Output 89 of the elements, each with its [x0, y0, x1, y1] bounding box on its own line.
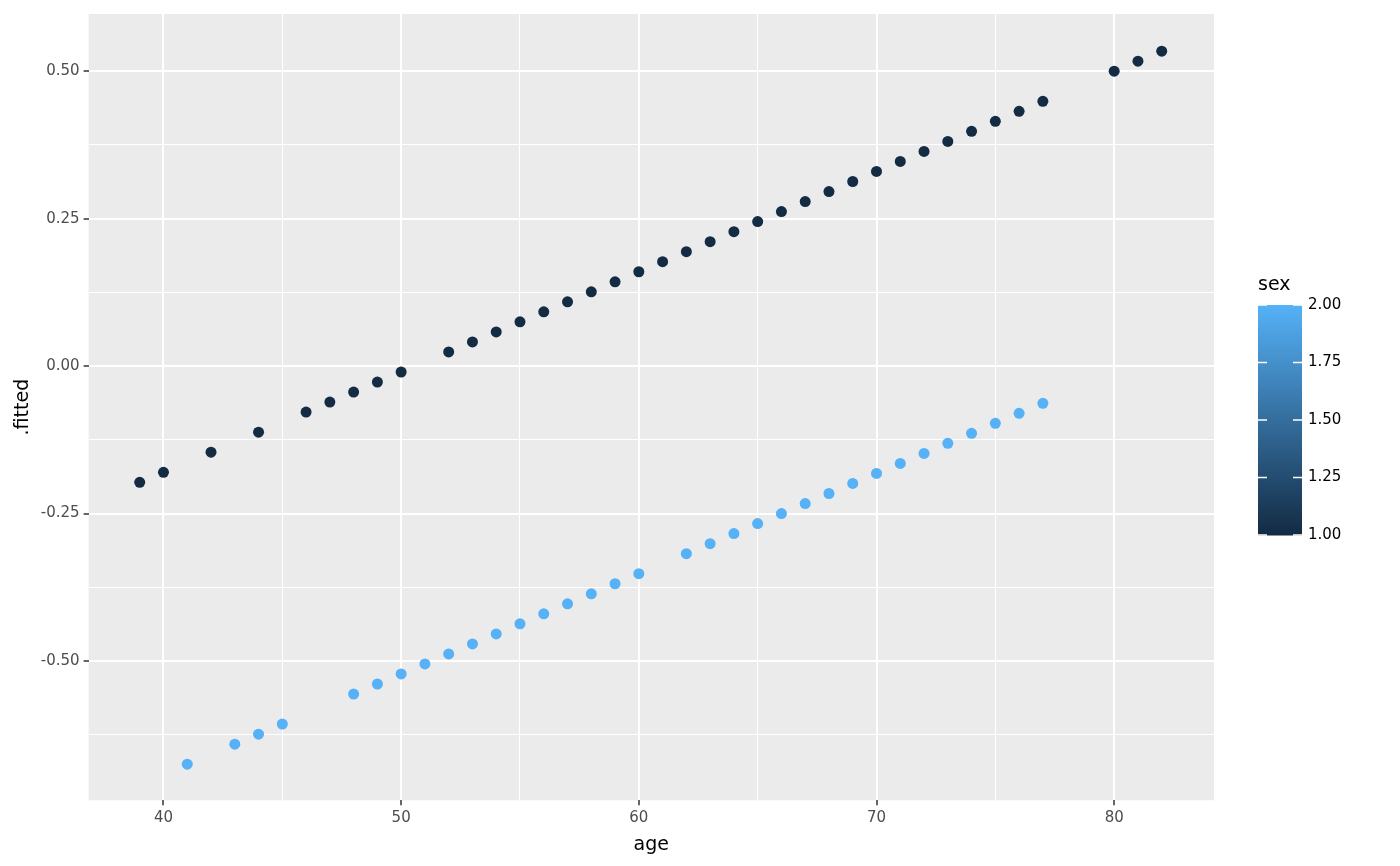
point — [395, 366, 407, 378]
point — [966, 427, 978, 439]
y-tick-label: 0.50 — [46, 61, 80, 80]
point — [1013, 407, 1025, 419]
color-bar-label: 1.50 — [1308, 409, 1342, 428]
color-bar-label: 1.00 — [1308, 524, 1342, 543]
point — [585, 286, 597, 298]
point — [229, 738, 241, 750]
point — [443, 648, 455, 660]
point — [871, 467, 882, 479]
point — [443, 346, 455, 358]
point — [205, 446, 217, 458]
point — [871, 165, 882, 177]
point — [680, 548, 692, 560]
point — [918, 447, 930, 459]
point — [585, 588, 597, 600]
point — [300, 406, 312, 418]
point — [466, 336, 478, 348]
y-tick-label: 0.00 — [46, 356, 80, 374]
point — [847, 477, 859, 489]
point — [538, 608, 550, 620]
point — [918, 145, 930, 157]
point — [894, 457, 906, 469]
point — [253, 426, 265, 438]
point — [942, 135, 954, 147]
color-bar-title: sex — [1258, 272, 1291, 294]
point — [134, 476, 146, 488]
y-axis-title: .fitted — [10, 378, 33, 436]
point — [1013, 105, 1025, 117]
point — [276, 718, 288, 730]
point — [181, 758, 193, 770]
x-axis-title: age — [633, 831, 670, 854]
point — [395, 668, 407, 680]
point — [799, 498, 811, 510]
x-tick-label: 80 — [1104, 808, 1124, 827]
point — [490, 326, 502, 338]
point — [728, 226, 740, 238]
point — [633, 266, 645, 278]
y-tick-label: -0.50 — [40, 650, 80, 669]
point — [1156, 45, 1168, 57]
point — [989, 115, 1001, 127]
y-tick-label: -0.25 — [40, 503, 80, 522]
point — [466, 638, 478, 650]
color-bar-label: 1.25 — [1308, 467, 1342, 486]
point — [562, 296, 574, 308]
point — [704, 538, 716, 550]
point — [348, 386, 360, 398]
color-bar-label: 1.75 — [1308, 352, 1342, 371]
point — [680, 246, 692, 258]
x-tick-label: 50 — [391, 808, 411, 827]
point — [253, 728, 265, 740]
point — [490, 628, 502, 640]
point — [847, 176, 859, 187]
point — [823, 488, 835, 500]
point — [157, 466, 169, 478]
point — [1108, 65, 1120, 77]
y-tick-label: 0.25 — [46, 208, 80, 227]
point — [657, 256, 669, 268]
point — [894, 155, 906, 167]
point — [752, 216, 764, 228]
point — [752, 518, 764, 530]
x-tick-label: 70 — [866, 808, 887, 827]
point — [966, 125, 978, 137]
point — [704, 236, 716, 248]
point — [989, 417, 1001, 429]
point — [514, 618, 526, 630]
point — [371, 678, 383, 690]
point — [609, 578, 621, 590]
point — [775, 206, 787, 218]
x-tick-label: 40 — [153, 808, 174, 827]
color-bar-label: 2.00 — [1308, 294, 1342, 313]
point — [419, 658, 431, 670]
point — [775, 508, 787, 520]
point — [1037, 397, 1049, 409]
point — [728, 528, 740, 540]
point — [348, 688, 360, 700]
point — [1037, 95, 1049, 107]
point — [1132, 55, 1144, 67]
x-tick-label: 60 — [629, 808, 649, 827]
point — [633, 568, 645, 580]
point — [562, 598, 574, 610]
point — [942, 437, 954, 449]
point — [324, 396, 336, 408]
point — [609, 276, 621, 288]
point — [799, 196, 811, 208]
point — [514, 316, 526, 328]
point — [371, 376, 383, 388]
point — [538, 306, 550, 318]
point — [823, 186, 835, 198]
